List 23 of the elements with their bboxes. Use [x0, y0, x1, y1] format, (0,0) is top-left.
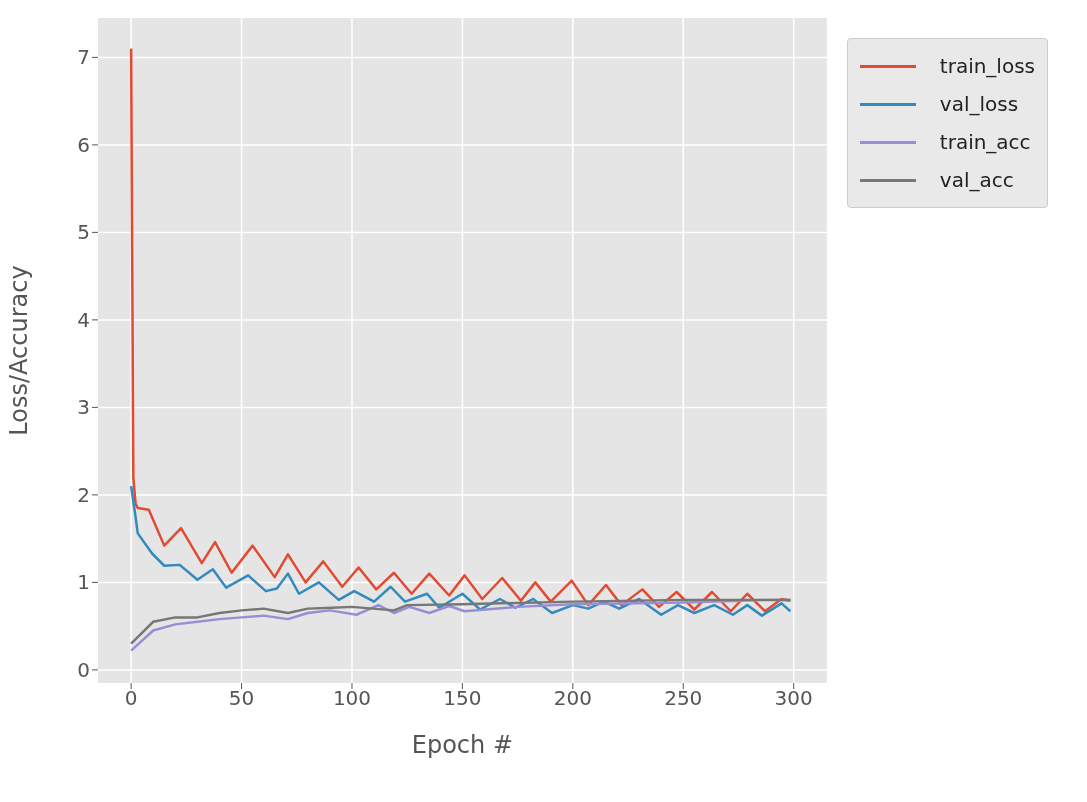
y-tick-label: 4 [77, 307, 90, 332]
y-tick-label: 1 [77, 570, 90, 595]
x-tick-label: 250 [664, 686, 703, 711]
x-tick-label: 100 [332, 686, 372, 711]
x-tick-label: 50 [228, 686, 255, 711]
y-axis-title: Loss/Accuracy [4, 265, 33, 436]
y-tick-label: 2 [77, 482, 90, 507]
line-series [129, 484, 792, 617]
line-series [129, 47, 792, 613]
x-axis-title: Epoch # [411, 731, 514, 759]
legend-label: val_loss [939, 92, 1019, 116]
legend-label: val_acc [939, 168, 1014, 192]
y-tick-label: 7 [77, 45, 90, 70]
x-tick-label: 0 [124, 686, 138, 711]
legend-label: train_acc [939, 130, 1031, 154]
y-tick-label: 3 [77, 395, 90, 420]
x-tick-label: 150 [443, 686, 482, 711]
y-tick-label: 6 [77, 132, 90, 157]
y-tick-label: 5 [77, 220, 90, 245]
legend-label: train_loss [939, 54, 1035, 78]
x-tick-label: 200 [553, 686, 592, 711]
x-tick-label: 300 [774, 686, 813, 711]
y-tick-label: 0 [77, 657, 90, 682]
